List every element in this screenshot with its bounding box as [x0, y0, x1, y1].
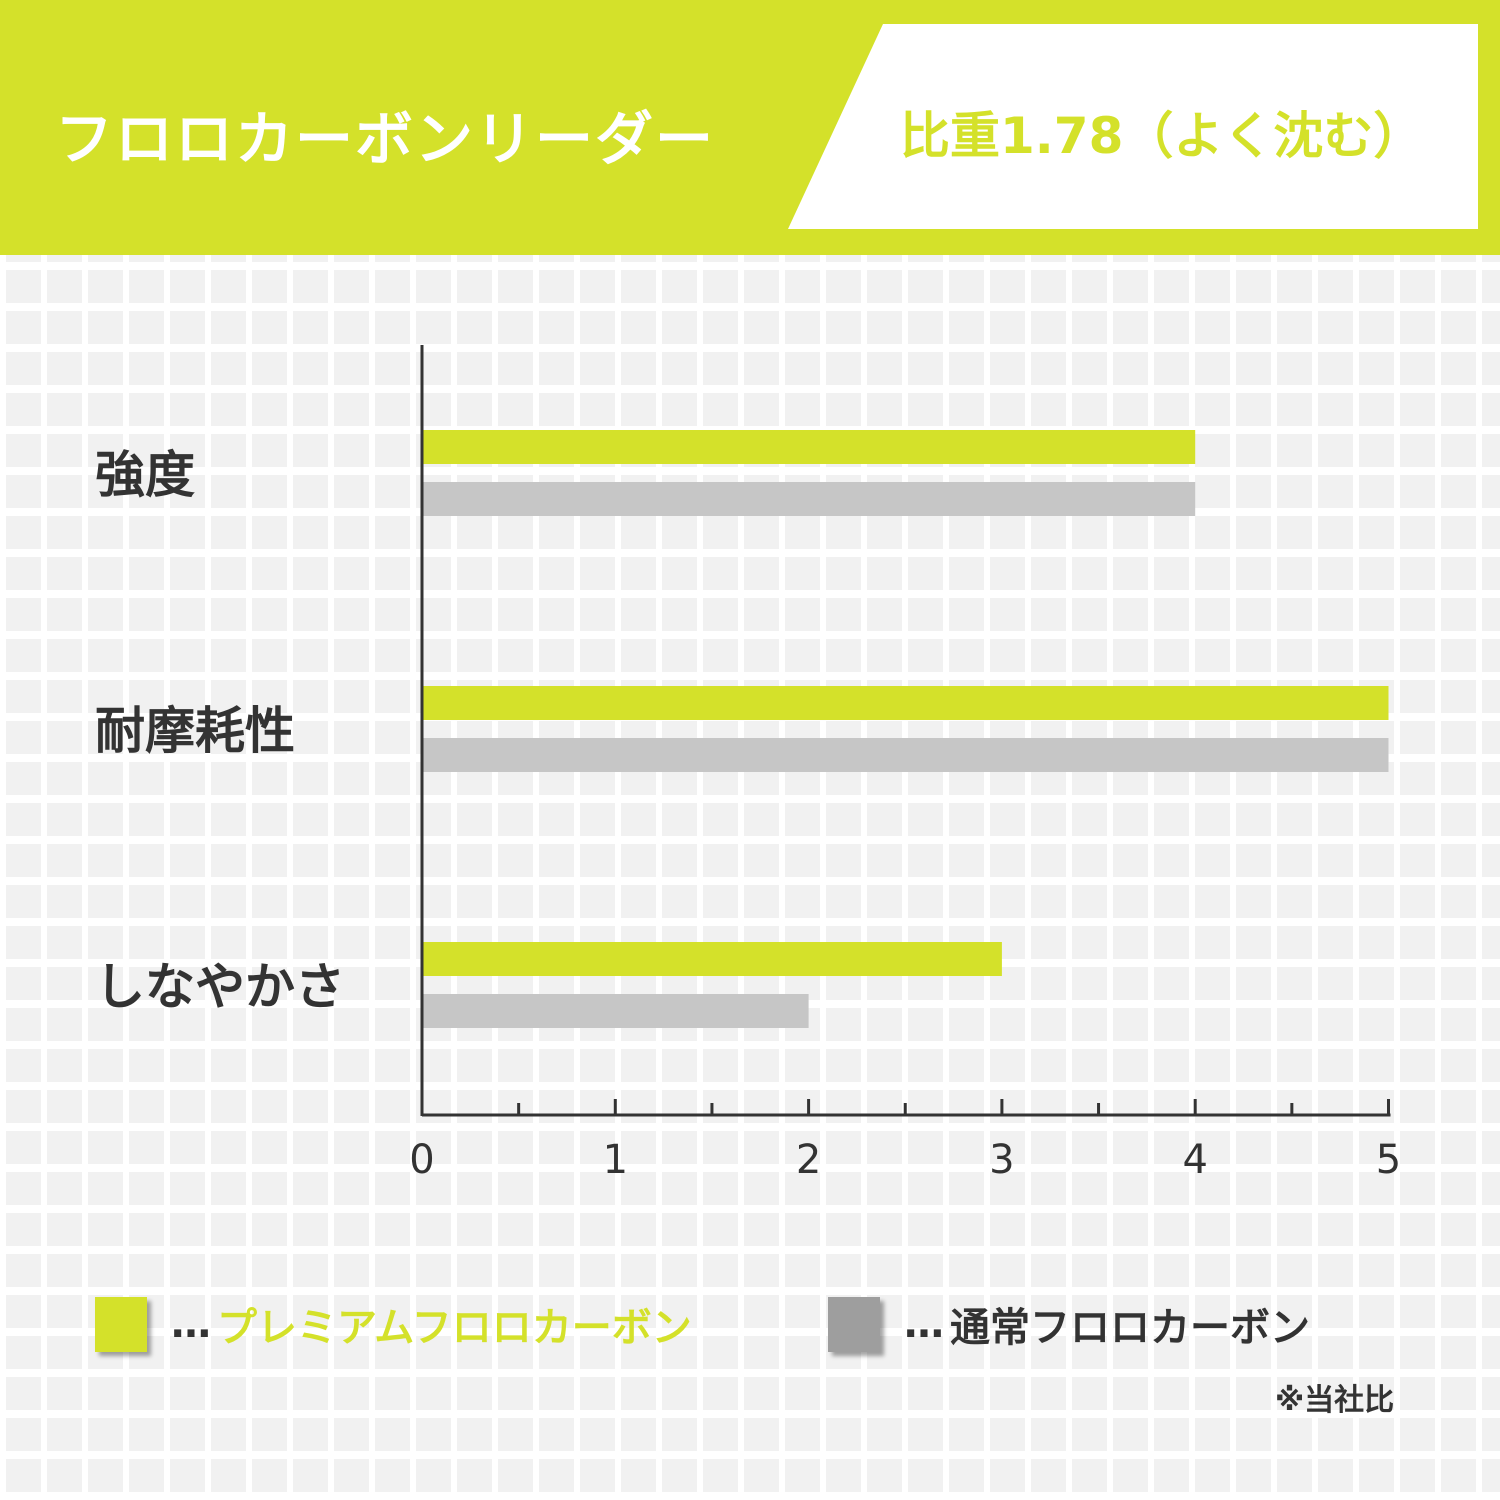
x-tick-label: 5 [1376, 1137, 1401, 1183]
bar-regular [422, 994, 809, 1028]
bar-premium [422, 430, 1196, 464]
bar-premium [422, 942, 1002, 976]
x-tick-label: 1 [603, 1137, 628, 1183]
bar-regular [422, 738, 1389, 772]
legend-swatch-premium [95, 1296, 147, 1352]
bar-premium [422, 686, 1389, 720]
chart-subtitle: 比重1.78（よく沈む） [900, 107, 1424, 165]
legend-swatch-regular [828, 1296, 880, 1352]
x-tick-label: 3 [989, 1137, 1014, 1183]
x-tick-label: 0 [409, 1137, 434, 1183]
legend-item-premium: … プレミアムフロロカーボン [95, 1295, 692, 1353]
legend-label-regular: 通常フロロカーボン [950, 1305, 1310, 1351]
x-tick-label: 2 [796, 1137, 821, 1183]
chart-title: フロロカーボンリーダー [55, 105, 716, 173]
bar-regular [422, 482, 1196, 516]
subtitle-box [788, 24, 1478, 229]
legend-dots: … [904, 1301, 944, 1347]
category-label: 強度 [95, 446, 195, 504]
x-tick-label: 4 [1182, 1137, 1207, 1183]
category-label: しなやかさ [95, 958, 345, 1016]
category-label: 耐摩耗性 [95, 702, 295, 760]
legend-label-premium: プレミアムフロロカーボン [217, 1305, 692, 1351]
legend-dots: … [171, 1301, 211, 1347]
header-banner: フロロカーボンリーダー 比重1.78（よく沈む） [0, 0, 1500, 255]
footnote: ※当社比 [1275, 1383, 1395, 1418]
legend-item-regular: … 通常フロロカーボン [828, 1295, 1310, 1353]
